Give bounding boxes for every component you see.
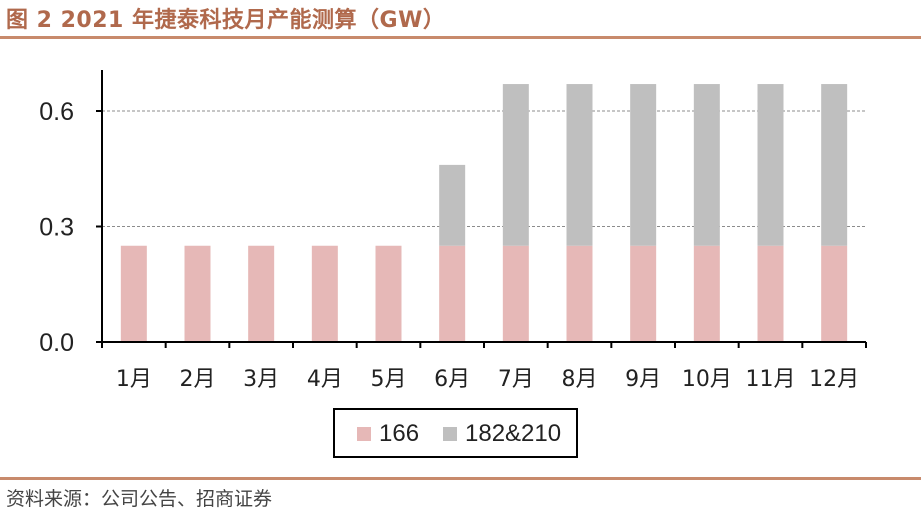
x-tick-label-5: 5月	[371, 367, 407, 392]
bar-166-1	[120, 245, 147, 342]
axes	[96, 70, 867, 348]
bar-182-210-8	[566, 84, 593, 246]
x-tick-label-1: 1月	[116, 367, 152, 392]
gridlines	[102, 110, 866, 227]
source-note: 资料来源：公司公告、招商证券	[6, 488, 273, 510]
legend-swatch-182-210	[443, 427, 457, 441]
x-tick-label-9: 9月	[625, 367, 661, 392]
x-tick-label-4: 4月	[307, 367, 343, 392]
x-tick-label-12: 12月	[809, 367, 859, 392]
bar-166-5	[375, 245, 402, 342]
x-tick-label-2: 2月	[180, 367, 216, 392]
bar-166-7	[502, 245, 529, 342]
bar-166-9	[630, 245, 657, 342]
bar-182-210-6	[439, 164, 466, 246]
bar-182-210-7	[502, 84, 529, 246]
x-tick-label-11: 11月	[746, 367, 796, 392]
bar-182-210-12	[821, 84, 848, 246]
y-tick-labels: 0.0 0.3 0.6	[39, 98, 74, 357]
stacked-bar-chart: 0.0 0.3 0.6 1月 2月 3月 4月 5月 6月 7月 8月 9月 10月 11月 12月	[39, 70, 867, 392]
bar-166-11	[757, 245, 784, 342]
bar-166-3	[248, 245, 275, 342]
legend-item-166: 166	[357, 420, 420, 447]
x-tick-label-8: 8月	[562, 367, 598, 392]
bar-182-210-9	[630, 84, 657, 246]
title-divider	[0, 36, 921, 39]
bar-166-4	[311, 245, 338, 342]
legend-swatch-166	[357, 427, 371, 441]
y-tick-label-1: 0.3	[39, 214, 74, 242]
y-tick-label-2: 0.6	[39, 98, 74, 126]
chart-title: 图 2 2021 年捷泰科技月产能测算（GW）	[6, 8, 446, 33]
bar-166-10	[693, 245, 720, 342]
bar-166-6	[439, 245, 466, 342]
x-tick-label-10: 10月	[682, 367, 732, 392]
legend-item-182-210: 182&210	[443, 420, 562, 447]
bar-182-210-10	[693, 84, 720, 246]
legend: 166 182&210	[333, 408, 578, 458]
y-tick-label-0: 0.0	[39, 329, 74, 357]
bar-166-2	[184, 245, 211, 342]
x-tick-label-3: 3月	[243, 367, 279, 392]
footer-divider	[0, 477, 921, 480]
bar-166-12	[821, 245, 848, 342]
x-tick-label-7: 7月	[498, 367, 534, 392]
x-tick-label-6: 6月	[434, 367, 470, 392]
bar-166-8	[566, 245, 593, 342]
legend-label-166: 166	[379, 420, 420, 447]
legend-label-182-210: 182&210	[465, 420, 562, 447]
bars	[120, 84, 848, 342]
bar-182-210-11	[757, 84, 784, 246]
x-tick-labels: 1月 2月 3月 4月 5月 6月 7月 8月 9月 10月 11月 12月	[116, 367, 859, 392]
